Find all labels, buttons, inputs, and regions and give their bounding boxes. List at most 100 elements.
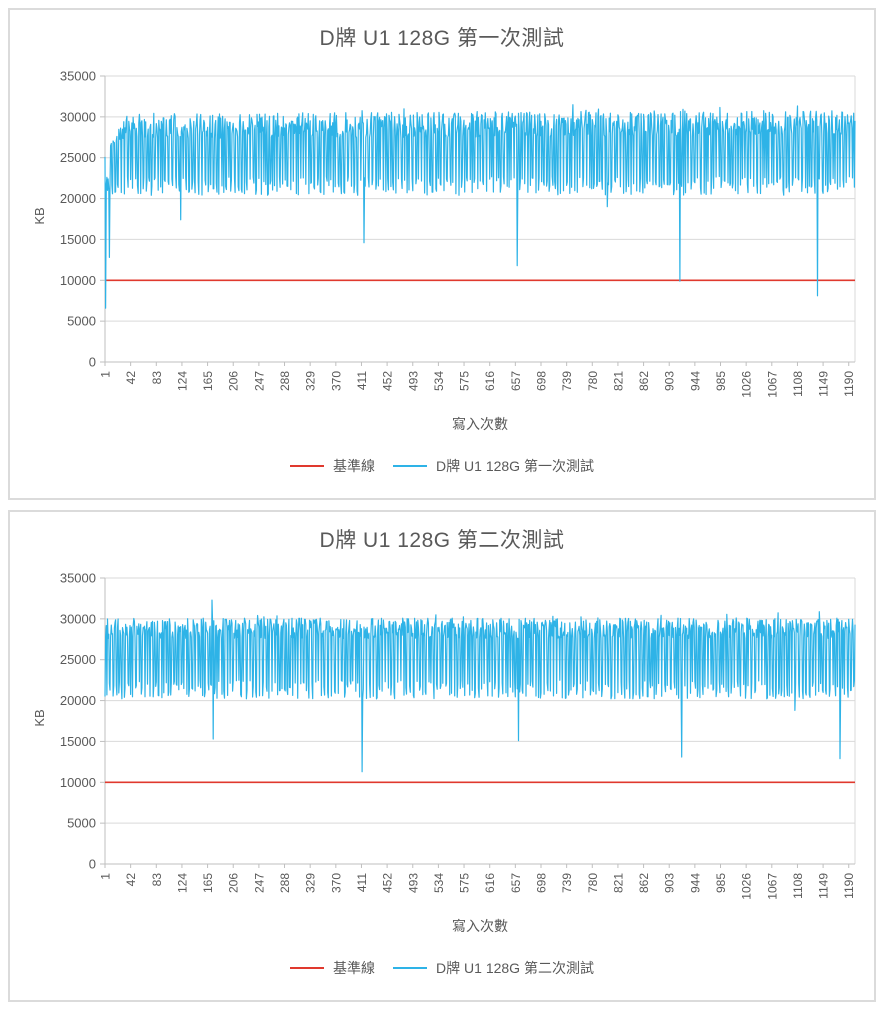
series-line-swatch	[393, 967, 428, 969]
svg-text:944: 944	[688, 371, 702, 391]
legend-label-baseline: 基準線	[333, 960, 376, 976]
x-axis-title: 寫入次數	[452, 416, 508, 432]
y-axis-title: KB	[32, 207, 47, 225]
svg-text:985: 985	[714, 371, 728, 391]
y-axis-title: KB	[32, 709, 47, 727]
svg-text:1149: 1149	[817, 371, 831, 397]
svg-text:411: 411	[355, 371, 369, 390]
svg-text:165: 165	[201, 371, 215, 391]
svg-text:42: 42	[124, 371, 138, 385]
svg-text:35000: 35000	[60, 571, 96, 586]
x-axis-title: 寫入次數	[452, 918, 508, 934]
svg-text:10000: 10000	[60, 273, 96, 288]
svg-text:657: 657	[509, 371, 523, 391]
svg-text:35000: 35000	[60, 69, 96, 84]
svg-text:862: 862	[637, 873, 651, 893]
svg-text:247: 247	[252, 873, 266, 893]
svg-text:575: 575	[458, 371, 472, 391]
series-line-swatch	[393, 465, 428, 467]
svg-text:780: 780	[586, 371, 600, 391]
svg-text:493: 493	[406, 873, 420, 893]
svg-text:821: 821	[611, 371, 625, 391]
svg-text:616: 616	[483, 873, 497, 893]
svg-text:20000: 20000	[60, 693, 96, 708]
svg-text:1: 1	[99, 371, 113, 378]
svg-text:370: 370	[329, 873, 343, 893]
svg-text:1149: 1149	[817, 873, 831, 899]
svg-text:1026: 1026	[740, 873, 754, 900]
svg-text:985: 985	[714, 873, 728, 893]
svg-text:739: 739	[560, 873, 574, 893]
svg-text:30000: 30000	[60, 611, 96, 626]
svg-text:0: 0	[89, 857, 96, 872]
chart-panel-second-test: D牌 U1 128G 第二次測試 0 5000 10000 15000 20000 250…	[8, 510, 876, 1002]
chart-title: D牌 U1 128G 第一次測試	[319, 27, 565, 50]
svg-text:288: 288	[278, 873, 292, 893]
svg-text:83: 83	[150, 371, 164, 385]
svg-text:329: 329	[304, 873, 318, 893]
legend-item-series: D牌 U1 128G 第二次測試	[393, 958, 594, 978]
legend-item-baseline: 基準線	[290, 456, 375, 476]
baseline-line-swatch	[290, 967, 325, 969]
svg-text:903: 903	[663, 371, 677, 391]
svg-text:1: 1	[99, 873, 113, 880]
svg-text:657: 657	[509, 873, 523, 893]
chart-plot-area: 0 5000 10000 15000 20000 25000 30000 35000 1 42 83…	[60, 69, 856, 398]
chart-legend: 基準線 D牌 U1 128G 第一次測試	[10, 456, 874, 476]
svg-text:1108: 1108	[791, 371, 805, 397]
svg-text:0: 0	[89, 355, 96, 370]
svg-text:206: 206	[227, 873, 241, 893]
svg-text:1067: 1067	[765, 371, 779, 398]
svg-text:25000: 25000	[60, 652, 96, 667]
svg-text:83: 83	[150, 873, 164, 887]
svg-text:288: 288	[278, 371, 292, 391]
svg-text:575: 575	[458, 873, 472, 893]
legend-item-baseline: 基準線	[290, 958, 375, 978]
svg-text:698: 698	[534, 873, 548, 893]
chart-title: D牌 U1 128G 第二次測試	[319, 529, 565, 552]
svg-text:5000: 5000	[67, 816, 96, 831]
baseline-line-swatch	[290, 465, 325, 467]
svg-text:452: 452	[381, 873, 395, 893]
svg-text:944: 944	[688, 873, 702, 893]
legend-label-series: D牌 U1 128G 第一次測試	[436, 458, 594, 474]
svg-text:25000: 25000	[60, 150, 96, 165]
svg-text:15000: 15000	[60, 734, 96, 749]
svg-text:124: 124	[175, 873, 189, 893]
chart-legend: 基準線 D牌 U1 128G 第二次測試	[10, 958, 874, 978]
svg-text:780: 780	[586, 873, 600, 893]
svg-text:534: 534	[432, 873, 446, 893]
svg-text:452: 452	[381, 371, 395, 391]
legend-item-series: D牌 U1 128G 第一次測試	[393, 456, 594, 476]
svg-text:1026: 1026	[740, 371, 754, 398]
svg-text:124: 124	[175, 371, 189, 391]
legend-label-series: D牌 U1 128G 第二次測試	[436, 960, 594, 976]
svg-text:20000: 20000	[60, 191, 96, 206]
svg-text:616: 616	[483, 371, 497, 391]
svg-text:1190: 1190	[842, 371, 856, 397]
chart-panel-first-test: D牌 U1 128G 第一次測試 0 5000 10000 15000 20000 250…	[8, 8, 876, 500]
svg-text:329: 329	[304, 371, 318, 391]
svg-text:247: 247	[252, 371, 266, 391]
svg-text:42: 42	[124, 873, 138, 887]
svg-text:30000: 30000	[60, 109, 96, 124]
svg-text:1190: 1190	[842, 873, 856, 899]
svg-text:15000: 15000	[60, 232, 96, 247]
svg-text:411: 411	[355, 873, 369, 892]
svg-text:739: 739	[560, 371, 574, 391]
svg-text:10000: 10000	[60, 775, 96, 790]
svg-text:206: 206	[227, 371, 241, 391]
svg-text:5000: 5000	[67, 314, 96, 329]
svg-text:821: 821	[611, 873, 625, 893]
svg-text:903: 903	[663, 873, 677, 893]
svg-text:493: 493	[406, 371, 420, 391]
svg-text:698: 698	[534, 371, 548, 391]
svg-text:862: 862	[637, 371, 651, 391]
legend-label-baseline: 基準線	[333, 458, 376, 474]
svg-text:534: 534	[432, 371, 446, 391]
svg-text:1108: 1108	[791, 873, 805, 899]
svg-text:165: 165	[201, 873, 215, 893]
svg-text:370: 370	[329, 371, 343, 391]
chart-plot-area: 0 5000 10000 15000 20000 25000 30000 35000 1 42 83…	[60, 571, 856, 900]
svg-text:1067: 1067	[765, 873, 779, 900]
